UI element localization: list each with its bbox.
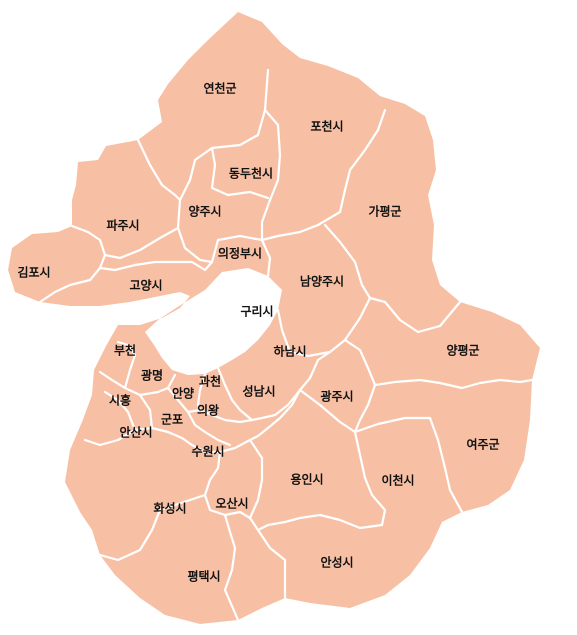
region-label-namyangju[interactable]: 남양주시 <box>300 274 344 289</box>
region-label-hanam[interactable]: 하남시 <box>273 344 306 359</box>
region-label-ansan[interactable]: 안산시 <box>119 425 152 440</box>
region-label-yongin[interactable]: 용인시 <box>290 472 323 487</box>
region-label-yangpyeong[interactable]: 양평군 <box>446 343 479 358</box>
region-label-gunpo[interactable]: 군포 <box>161 413 183 427</box>
region-label-gwacheon[interactable]: 과천 <box>199 374 221 389</box>
region-label-paju[interactable]: 파주시 <box>106 218 139 233</box>
region-label-yeoncheon[interactable]: 연천군 <box>203 81 236 96</box>
province-landmass <box>8 12 540 624</box>
region-label-osan[interactable]: 오산시 <box>215 496 248 511</box>
region-label-yeoju[interactable]: 여주군 <box>466 437 499 452</box>
region-label-pyeongtaek[interactable]: 평택시 <box>187 569 220 584</box>
region-label-pocheon[interactable]: 포천시 <box>310 119 343 134</box>
region-label-dongducheon[interactable]: 동두천시 <box>229 166 273 181</box>
region-label-seongnam[interactable]: 성남시 <box>242 384 275 399</box>
region-label-gwangju[interactable]: 광주시 <box>320 389 353 404</box>
region-label-goyang[interactable]: 고양시 <box>129 278 162 293</box>
region-label-siheung[interactable]: 시흥 <box>109 393 131 408</box>
region-label-hwaseong[interactable]: 화성시 <box>153 501 186 516</box>
region-label-suwon[interactable]: 수원시 <box>191 445 224 459</box>
region-label-bucheon[interactable]: 부천 <box>114 343 136 358</box>
municipal-borders <box>38 68 534 622</box>
region-label-anseong[interactable]: 안성시 <box>320 555 353 570</box>
region-label-gwangmyeong[interactable]: 광명 <box>141 368 163 383</box>
region-label-gimpo[interactable]: 김포시 <box>17 265 50 280</box>
region-label-anyang[interactable]: 안양 <box>172 386 194 401</box>
region-label-guri[interactable]: 구리시 <box>240 304 273 319</box>
region-label-yangju[interactable]: 양주시 <box>188 204 221 219</box>
region-label-icheon[interactable]: 이천시 <box>381 473 414 488</box>
region-label-uiwang[interactable]: 의왕 <box>197 403 219 418</box>
region-label-gapyeong[interactable]: 가평군 <box>368 204 401 219</box>
region-label-uijeongbu[interactable]: 의정부시 <box>218 246 262 261</box>
municipality-labels: 연천군 포천시 동두천시 가평군 파주시 양주시 김포시 의정부시 남양주시 고… <box>17 81 499 584</box>
